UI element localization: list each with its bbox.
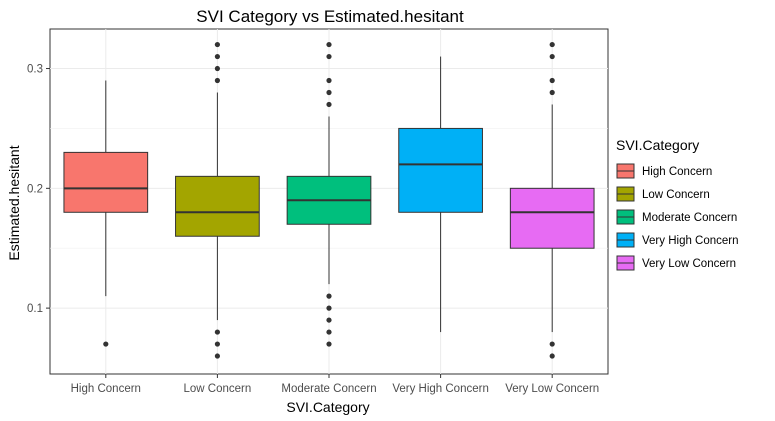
- legend-item: Moderate Concern: [616, 209, 737, 225]
- outlier-point: [326, 101, 332, 108]
- x-tick-label: Very Low Concern: [505, 383, 599, 395]
- outlier-point: [549, 41, 555, 48]
- outlier-point: [326, 305, 332, 311]
- legend-item: High Concern: [616, 163, 712, 179]
- outlier-point: [214, 53, 220, 60]
- legend-label: Moderate Concern: [642, 212, 737, 224]
- legend-label: High Concern: [642, 166, 712, 178]
- chart-title: SVI Category vs Estimated.hesitant: [196, 7, 464, 26]
- outlier-point: [214, 41, 220, 48]
- box-body: [63, 151, 149, 213]
- outlier-point: [214, 353, 220, 359]
- box-low-concern: [175, 41, 260, 359]
- legend-label: Very High Concern: [642, 235, 739, 247]
- outlier-point: [214, 341, 220, 347]
- box-moderate-concern: [286, 41, 372, 347]
- y-tick-label: 0.3: [27, 64, 43, 76]
- x-tick-label: High Concern: [71, 383, 141, 395]
- y-tick-label: 0.1: [27, 303, 43, 315]
- outlier-point: [326, 89, 332, 96]
- outlier-point: [103, 341, 109, 347]
- box-body: [509, 187, 595, 249]
- legend-item: Very High Concern: [616, 232, 739, 248]
- legend-label: Very Low Concern: [642, 258, 736, 270]
- outlier-point: [214, 329, 220, 335]
- axes: 0.1 0.2 0.3 High Concern Low Concern Moderate…: [27, 64, 599, 395]
- outlier-point: [549, 353, 555, 359]
- outlier-point: [326, 341, 332, 347]
- legend-label: Low Concern: [642, 189, 710, 201]
- outlier-point: [326, 317, 332, 323]
- outlier-point: [326, 329, 332, 335]
- box-very-high-concern: [398, 56, 483, 333]
- outlier-point: [549, 341, 555, 347]
- outlier-point: [326, 293, 332, 299]
- legend-item: Very Low Concern: [616, 255, 736, 271]
- x-tick-label: Very High Concern: [392, 383, 489, 395]
- y-tick-label: 0.2: [27, 183, 43, 195]
- outlier-point: [326, 41, 332, 48]
- outlier-point: [549, 89, 555, 96]
- outlier-point: [326, 53, 332, 60]
- legend: SVI.Category High Concern Low Concern Mode…: [616, 137, 739, 271]
- outlier-point: [214, 65, 220, 72]
- outlier-point: [549, 77, 555, 84]
- legend-item: Low Concern: [616, 186, 710, 202]
- y-axis-title: Estimated.hesitant: [6, 145, 22, 260]
- box-group: [63, 41, 595, 359]
- box-high-concern: [63, 80, 149, 347]
- x-tick-label: Moderate Concern: [281, 383, 376, 395]
- outlier-point: [549, 53, 555, 60]
- box-body: [398, 127, 483, 213]
- box-body: [175, 175, 260, 237]
- outlier-point: [326, 77, 332, 84]
- x-axis-title: SVI.Category: [286, 399, 369, 415]
- box-very-low-concern: [509, 41, 595, 359]
- outlier-point: [214, 77, 220, 84]
- x-tick-label: Low Concern: [184, 383, 252, 395]
- legend-title: SVI.Category: [616, 137, 699, 153]
